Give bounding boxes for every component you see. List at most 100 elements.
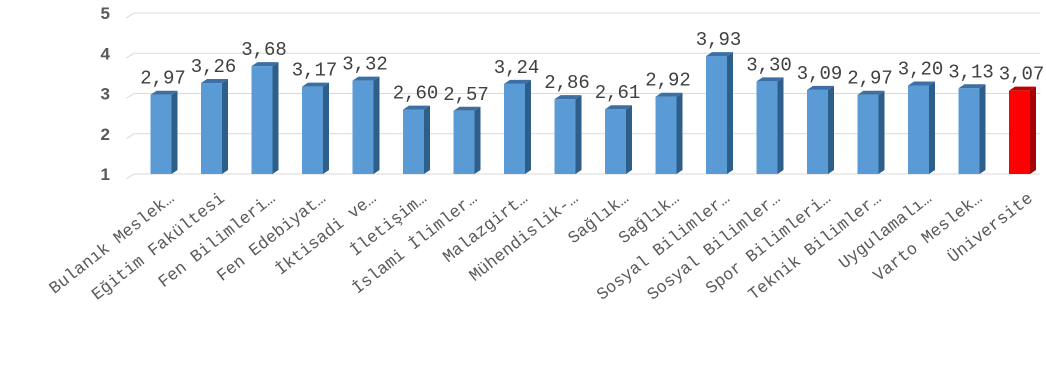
y-tick-label: 3 xyxy=(101,85,110,104)
data-label: 2,57 xyxy=(443,84,489,106)
bar-side xyxy=(424,105,430,174)
data-label: 3,17 xyxy=(292,60,338,82)
bar-top xyxy=(251,62,279,67)
bar-top xyxy=(403,105,430,110)
bar-top xyxy=(655,92,683,97)
bar-top xyxy=(554,95,582,100)
data-label: 2,97 xyxy=(847,68,893,90)
data-label: 3,07 xyxy=(999,64,1045,86)
y-tick-label: 1 xyxy=(101,165,110,184)
bar-top xyxy=(302,82,329,87)
bar-front xyxy=(251,66,273,174)
data-label: 2,61 xyxy=(595,82,641,104)
gridline-depth xyxy=(125,173,135,180)
bar-side xyxy=(474,106,481,174)
bar xyxy=(554,95,582,174)
bar-side xyxy=(828,85,834,174)
data-label: 3,93 xyxy=(696,29,742,51)
bar-front xyxy=(554,99,576,174)
gridline-depth xyxy=(125,133,135,140)
bar-front xyxy=(352,80,374,174)
bar-side xyxy=(626,105,632,174)
bar-front xyxy=(150,94,172,174)
data-label: 2,60 xyxy=(393,83,439,105)
bar xyxy=(150,90,178,174)
y-tick-label: 2 xyxy=(101,125,110,144)
bar xyxy=(908,81,935,174)
bar-front xyxy=(605,109,626,174)
bar-top xyxy=(857,90,885,95)
gridline-depth xyxy=(125,12,135,19)
bar-top xyxy=(150,90,178,95)
bar xyxy=(958,84,986,174)
bar-side xyxy=(979,84,986,174)
data-label: 3,09 xyxy=(797,63,843,85)
data-labels: 2,97 3,263,683,17 3,322,60 2,573,242,86 2,61… xyxy=(140,29,1044,106)
bar-top xyxy=(453,106,481,111)
bar xyxy=(352,76,380,174)
bar-front xyxy=(302,86,323,174)
bar xyxy=(403,105,430,174)
bar xyxy=(756,77,784,174)
bar-front xyxy=(201,83,222,174)
data-label: 2,86 xyxy=(544,72,590,94)
bar-top xyxy=(958,84,986,89)
bar xyxy=(251,62,279,174)
bar-side xyxy=(676,92,683,174)
bar-top xyxy=(908,81,935,86)
bar xyxy=(201,79,228,174)
bar-side xyxy=(1030,86,1036,174)
bar-side xyxy=(171,90,178,174)
bar xyxy=(504,79,531,174)
bar xyxy=(655,92,683,174)
bar-side xyxy=(727,52,733,174)
bar-highlight xyxy=(1009,86,1036,174)
bar-top xyxy=(807,85,834,90)
bar xyxy=(605,105,632,174)
bar-front xyxy=(958,88,980,174)
bar-side xyxy=(525,79,531,174)
y-axis-ticks: 1 2 3 4 5 xyxy=(101,4,111,184)
bar-top xyxy=(605,105,632,110)
bar-front xyxy=(908,85,929,174)
bar-front xyxy=(706,56,727,174)
y-tick-label: 4 xyxy=(101,44,111,63)
bar-side xyxy=(878,90,885,174)
bar-top xyxy=(756,77,784,82)
data-label: 3,20 xyxy=(898,58,944,80)
bar-side xyxy=(272,62,279,174)
data-label: 3,26 xyxy=(191,56,237,78)
data-label: 3,68 xyxy=(241,39,287,61)
bars xyxy=(150,52,1036,174)
bar-side xyxy=(222,79,228,174)
bar-side xyxy=(777,77,784,174)
bar xyxy=(453,106,481,174)
bar-front xyxy=(403,109,424,174)
bar-side xyxy=(323,82,329,174)
data-label: 3,13 xyxy=(948,61,994,83)
bar xyxy=(706,52,733,174)
data-label: 3,30 xyxy=(746,54,792,76)
bar-front xyxy=(857,94,879,174)
gridlines xyxy=(125,12,1040,180)
bar-top xyxy=(352,76,380,81)
gridline-depth xyxy=(125,52,135,59)
bar-front xyxy=(504,83,525,174)
data-label: 3,24 xyxy=(494,57,540,79)
bar-side xyxy=(929,81,935,174)
bar xyxy=(807,85,834,174)
bar-front xyxy=(453,110,475,174)
gridline-depth xyxy=(125,93,135,99)
bar-side xyxy=(373,76,380,174)
y-tick-label: 5 xyxy=(101,4,110,23)
bar-side xyxy=(575,95,582,174)
bar-top xyxy=(504,79,531,84)
data-label: 3,32 xyxy=(342,54,388,76)
bar-top xyxy=(1009,86,1036,91)
data-label: 2,92 xyxy=(645,70,691,92)
bar-front xyxy=(1009,90,1030,174)
bar-front xyxy=(655,96,677,174)
bar-front xyxy=(807,89,828,174)
